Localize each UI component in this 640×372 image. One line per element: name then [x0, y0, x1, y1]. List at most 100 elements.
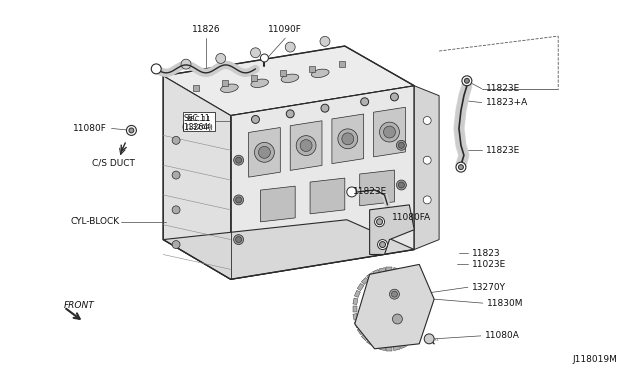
Ellipse shape [312, 69, 329, 77]
Circle shape [374, 217, 385, 227]
FancyBboxPatch shape [183, 112, 215, 131]
Polygon shape [163, 76, 230, 279]
Polygon shape [310, 178, 345, 214]
Circle shape [380, 241, 385, 247]
Polygon shape [355, 264, 434, 349]
Circle shape [236, 237, 241, 243]
Text: 11826: 11826 [191, 25, 220, 34]
Text: 11823: 11823 [472, 249, 500, 258]
Bar [280, 70, 286, 76]
Circle shape [399, 182, 404, 188]
Text: 11823+A: 11823+A [486, 98, 528, 107]
Polygon shape [248, 128, 280, 177]
Bar [357, 283, 364, 291]
Polygon shape [374, 107, 405, 157]
Bar [399, 343, 406, 349]
Bar [421, 314, 426, 320]
Bar [419, 321, 424, 328]
Bar [353, 298, 358, 305]
Bar [353, 314, 358, 320]
Circle shape [383, 126, 396, 138]
Text: (13264): (13264) [185, 123, 212, 130]
Circle shape [236, 197, 241, 203]
Circle shape [338, 129, 358, 149]
Text: FRONT: FRONT [64, 301, 95, 310]
Bar [372, 269, 380, 275]
Circle shape [320, 36, 330, 46]
Circle shape [423, 196, 431, 204]
Bar [193, 85, 199, 91]
Circle shape [259, 146, 270, 158]
Circle shape [378, 240, 387, 250]
Polygon shape [260, 186, 295, 222]
Circle shape [127, 125, 136, 135]
Bar [367, 273, 374, 279]
Circle shape [216, 54, 226, 63]
Text: 11823E: 11823E [353, 187, 387, 196]
Polygon shape [290, 121, 322, 170]
Circle shape [260, 54, 268, 62]
Circle shape [392, 291, 397, 297]
Text: C/S DUCT: C/S DUCT [92, 159, 135, 168]
Circle shape [361, 98, 369, 106]
Circle shape [234, 235, 244, 244]
Circle shape [172, 206, 180, 214]
Circle shape [399, 222, 404, 228]
Circle shape [458, 165, 463, 170]
Text: CYL-BLOCK: CYL-BLOCK [70, 217, 120, 226]
Circle shape [423, 116, 431, 125]
Bar [367, 339, 374, 345]
Circle shape [129, 128, 134, 133]
Text: J118019M: J118019M [573, 355, 618, 364]
Circle shape [347, 187, 356, 197]
Circle shape [321, 104, 329, 112]
Polygon shape [370, 205, 414, 254]
Circle shape [285, 42, 295, 52]
Circle shape [236, 157, 241, 163]
Text: 11023E: 11023E [472, 260, 506, 269]
Circle shape [465, 78, 469, 83]
Circle shape [172, 171, 180, 179]
Bar [405, 339, 412, 345]
Bar [399, 269, 406, 275]
Bar [353, 306, 356, 312]
Bar [422, 306, 426, 312]
Circle shape [423, 156, 431, 164]
Bar [421, 298, 426, 305]
Circle shape [424, 334, 434, 344]
Text: (13264): (13264) [182, 123, 212, 132]
Bar [380, 346, 386, 350]
Circle shape [172, 241, 180, 248]
Bar [387, 267, 392, 271]
Bar [419, 291, 424, 297]
Circle shape [342, 133, 354, 145]
Polygon shape [230, 86, 414, 279]
Bar [380, 267, 386, 273]
Bar [310, 66, 316, 72]
Bar [252, 75, 257, 81]
Circle shape [462, 76, 472, 86]
Ellipse shape [221, 84, 238, 92]
Text: 11080FA: 11080FA [392, 213, 431, 222]
Circle shape [399, 142, 404, 148]
Bar [415, 283, 422, 291]
Bar [355, 321, 360, 328]
Bar [393, 267, 399, 273]
Bar [339, 61, 344, 67]
Bar [410, 278, 417, 285]
Bar [372, 343, 380, 349]
Circle shape [396, 220, 406, 230]
Circle shape [396, 140, 406, 150]
Ellipse shape [281, 74, 299, 83]
Circle shape [234, 155, 244, 165]
Circle shape [250, 48, 260, 58]
Text: SEC.11: SEC.11 [186, 116, 211, 122]
Bar [387, 347, 392, 351]
Bar [355, 291, 360, 297]
Circle shape [181, 59, 191, 69]
Circle shape [456, 162, 466, 172]
Polygon shape [163, 46, 414, 116]
Text: 11823E: 11823E [486, 84, 520, 93]
Circle shape [300, 140, 312, 151]
Text: 11080A: 11080A [484, 331, 520, 340]
